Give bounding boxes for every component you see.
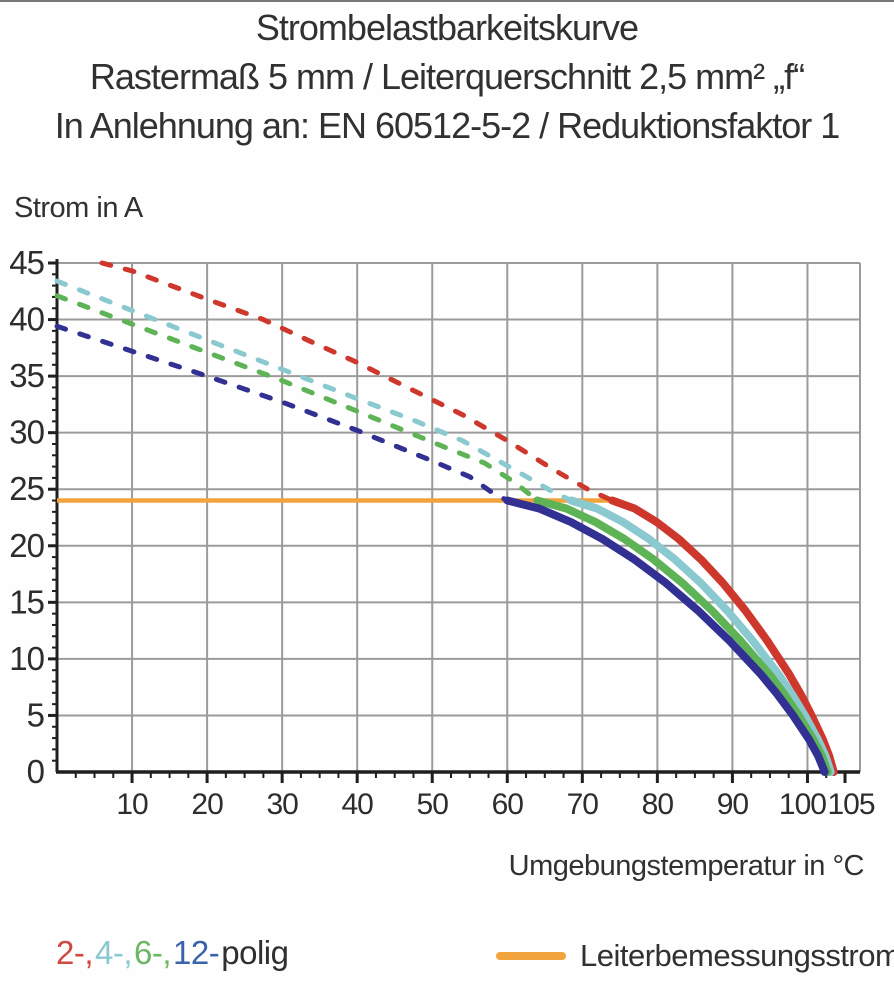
x-tick-label: 100 (779, 788, 826, 821)
x-tick-label: 40 (341, 788, 373, 821)
solid-curve-4-polig (567, 496, 835, 776)
x-tick-label: 20 (191, 788, 223, 821)
legend-item-12polig: 12- (173, 934, 220, 971)
dashed-curve-2-polig (99, 260, 615, 503)
y-tick-label: 35 (9, 357, 44, 394)
x-tick-label: 105 (827, 788, 874, 821)
y-tick-label: 15 (9, 583, 44, 620)
reference-line-label: Leiterbemessungsstrom (580, 938, 894, 973)
x-tick-label: 60 (492, 788, 524, 821)
dashed-curve-4-polig (54, 278, 574, 503)
legend-item-2polig: 2-, (56, 934, 94, 971)
y-tick-label: 30 (9, 414, 44, 451)
page-top-border (0, 0, 894, 2)
y-tick-label: 40 (9, 301, 44, 338)
chart-title-line-2: Rastermaß 5 mm / Leiterquerschnitt 2,5 m… (89, 56, 805, 97)
x-tick-label: 80 (642, 788, 674, 821)
y-tick-label: 10 (9, 640, 44, 677)
x-tick-label: 90 (717, 788, 749, 821)
x-tick-label: 50 (417, 788, 449, 821)
solid-curve-2-polig (608, 496, 838, 776)
series-legend: 2-,4-,6-,12-polig (56, 934, 308, 972)
chart-title-line-3: In Anlehnung an: EN 60512-5-2 / Reduktio… (54, 105, 841, 146)
y-tick-label: 25 (9, 470, 44, 507)
legend-item-4polig: 4-, (95, 934, 133, 971)
y-tick-label: 20 (9, 527, 44, 564)
y-tick-label: 45 (9, 244, 44, 281)
y-axis-label: Strom in A (14, 192, 143, 224)
y-tick-label: 0 (27, 753, 45, 790)
dashed-curve-6-polig (54, 293, 540, 503)
x-tick-label: 10 (116, 788, 148, 821)
x-axis-label: Umgebungstemperatur in °C (508, 850, 865, 882)
chart-title-block: Strombelastbarkeitskurve Rastermaß 5 mm … (0, 3, 894, 150)
legend-item-6polig: 6-, (134, 934, 172, 971)
solid-curve-12-polig (503, 496, 829, 776)
reference-line-swatch (496, 952, 566, 960)
x-tick-label: 70 (567, 788, 599, 821)
legend-item-polig-suffix: polig (221, 934, 289, 971)
y-tick-label: 5 (27, 696, 44, 733)
dashed-curve-12-polig (54, 323, 510, 503)
x-tick-label: 30 (266, 788, 298, 821)
chart-title-line-1: Strombelastbarkeitskurve (255, 7, 639, 48)
